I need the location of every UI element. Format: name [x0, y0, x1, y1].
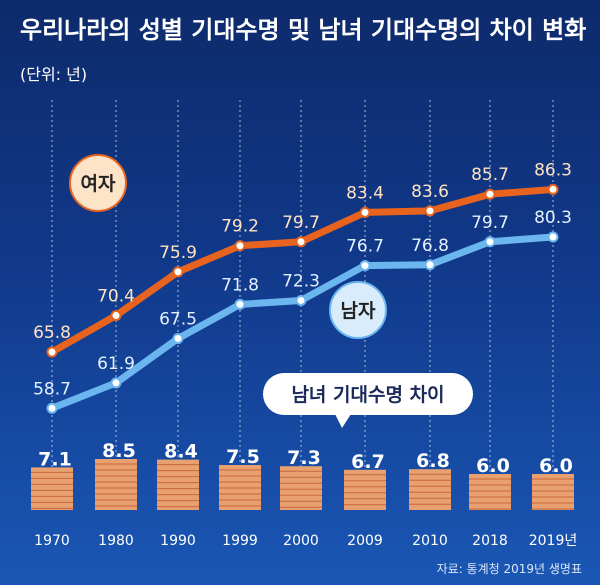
value-label-0-3: 79.2 [221, 217, 259, 237]
gap-label-6: 6.8 [416, 450, 450, 472]
gap-bar-6 [409, 469, 451, 510]
legend-male: 남자 [329, 281, 387, 339]
point-1-5 [359, 260, 371, 272]
point-1-6 [424, 259, 436, 271]
gap-bars [31, 459, 574, 510]
x-tick-1: 1980 [98, 533, 134, 549]
unit-label: (단위: 년) [20, 65, 87, 84]
value-label-0-8: 86.3 [534, 160, 572, 180]
value-label-0-2: 75.9 [159, 243, 197, 263]
point-0-1 [110, 310, 122, 322]
point-0-8 [547, 183, 559, 195]
point-0-5 [359, 206, 371, 218]
gap-label-3: 7.5 [226, 446, 260, 468]
x-tick-7: 2018 [472, 533, 508, 549]
point-1-7 [484, 236, 496, 248]
x-tick-8: 2019년 [529, 533, 578, 549]
legend-male-label: 남자 [341, 300, 376, 322]
gap-bar-3 [219, 465, 261, 510]
x-tick-4: 2000 [283, 533, 319, 549]
x-tick-5: 2009 [347, 533, 383, 549]
point-0-6 [424, 205, 436, 217]
x-tick-0: 1970 [34, 533, 70, 549]
legend-female-label: 여자 [81, 173, 116, 195]
value-label-0-7: 85.7 [471, 165, 509, 185]
value-label-1-5: 76.7 [346, 237, 384, 257]
gap-bar-4 [280, 466, 322, 510]
gap-bar-8 [532, 474, 574, 510]
point-1-2 [172, 333, 184, 345]
series-lines [46, 183, 559, 414]
legend-female: 여자 [69, 154, 127, 212]
gap-bar-7 [469, 474, 511, 510]
chart-title: 우리나라의 성별 기대수명 및 남녀 기대수명의 차이 변화 [20, 16, 586, 44]
value-label-1-2: 67.5 [159, 310, 197, 330]
gap-title: 남녀 기대수명 차이 [291, 384, 444, 406]
gap-label-5: 6.7 [351, 451, 385, 473]
point-1-3 [234, 298, 246, 310]
point-1-8 [547, 231, 559, 243]
gap-label-8: 6.0 [539, 455, 573, 477]
gap-label-1: 8.5 [102, 440, 136, 462]
gap-title-box: 남녀 기대수명 차이 [263, 373, 473, 428]
value-label-0-0: 65.8 [33, 323, 71, 343]
gap-label-4: 7.3 [287, 447, 321, 469]
point-1-4 [295, 294, 307, 306]
value-label-0-1: 70.4 [97, 287, 135, 307]
point-1-0 [46, 402, 58, 414]
data-labels: 7.1 8.5 8.4 7.5 7.3 6.7 6.8 6.0 6.0 65.8 70.4 75.9 7… [33, 160, 573, 477]
value-label-1-6: 76.8 [411, 236, 449, 256]
value-label-1-7: 79.7 [471, 213, 509, 233]
x-tick-6: 2010 [412, 533, 448, 549]
point-0-7 [484, 188, 496, 200]
point-0-4 [295, 236, 307, 248]
gap-label-7: 6.0 [476, 455, 510, 477]
gap-bar-2 [157, 459, 199, 510]
gap-bar-1 [95, 459, 137, 510]
gap-label-2: 8.4 [164, 441, 198, 463]
value-label-0-6: 83.6 [411, 182, 449, 202]
value-label-1-4: 72.3 [282, 271, 320, 291]
gap-label-0: 7.1 [38, 448, 72, 470]
value-label-0-5: 83.4 [346, 183, 384, 203]
value-label-1-0: 58.7 [33, 379, 71, 399]
gap-bar-5 [344, 469, 386, 510]
gap-bar-0 [31, 467, 73, 510]
point-0-2 [172, 266, 184, 278]
point-0-3 [234, 240, 246, 252]
x-tick-2: 1990 [160, 533, 196, 549]
x-axis-ticks: 1970 1980 1990 1999 2000 2009 2010 2018 2019년 [34, 533, 577, 549]
value-label-1-3: 71.8 [221, 275, 259, 295]
x-tick-3: 1999 [222, 533, 258, 549]
value-label-0-4: 79.7 [282, 213, 320, 233]
point-1-1 [110, 377, 122, 389]
value-label-1-1: 61.9 [97, 354, 135, 374]
source-note: 자료: 통계청 2019년 생명표 [437, 562, 582, 576]
value-label-1-8: 80.3 [534, 208, 572, 228]
point-0-0 [46, 346, 58, 358]
